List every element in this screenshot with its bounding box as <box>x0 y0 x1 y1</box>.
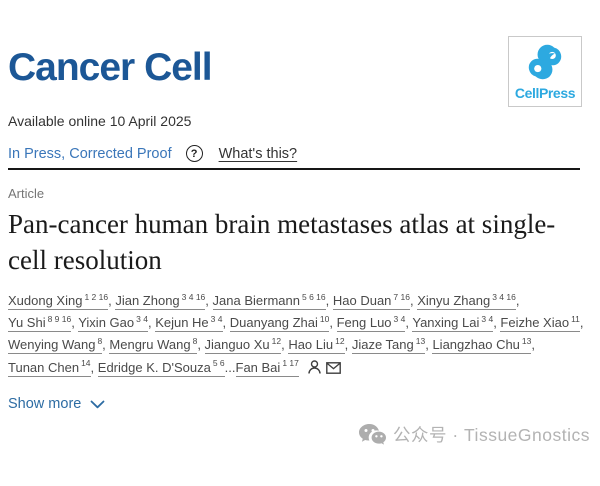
available-online-date: Available online 10 April 2025 <box>8 113 192 129</box>
author-link[interactable]: Feizhe Xiao 11 <box>500 314 580 333</box>
author-separator: , <box>409 293 418 309</box>
article-title: Pan-cancer human brain metastases atlas … <box>8 209 556 275</box>
author-link[interactable]: Fan Bai 1 17 <box>235 358 299 377</box>
author-link[interactable]: Jana Biermann 5 6 16 <box>212 291 326 311</box>
author-separator: , <box>344 337 352 353</box>
article-type-label: Article <box>8 186 45 201</box>
watermark: 公众号 · TissueGnostics <box>358 422 590 447</box>
author-separator: , <box>281 337 289 353</box>
author-separator: , <box>222 315 230 331</box>
show-more-label: Show more <box>8 395 82 412</box>
correspondence-envelope-icon[interactable] <box>325 361 341 374</box>
author-link[interactable]: Liangzhao Chu 13 <box>432 336 532 355</box>
author-separator: ... <box>224 359 236 375</box>
article-page: { "journal": { "name": "Cancer Cell", "l… <box>0 36 600 486</box>
author-link[interactable]: Tunan Chen 14 <box>8 358 91 377</box>
author-link[interactable]: Jiaze Tang 13 <box>351 336 426 355</box>
author-separator: , <box>531 337 536 353</box>
author-link[interactable]: Wenying Wang 8 <box>8 336 103 355</box>
author-link[interactable]: Yanxing Lai 3 4 <box>412 314 494 333</box>
author-separator: , <box>325 293 333 309</box>
author-icons <box>303 359 341 375</box>
author-separator: , <box>579 315 584 331</box>
author-link[interactable]: Hao Liu 12 <box>288 336 345 355</box>
cellpress-swirl-icon <box>528 44 562 80</box>
in-press-status-link[interactable]: In Press, Corrected Proof <box>8 145 172 162</box>
author-link[interactable]: Xudong Xing 1 2 16 <box>8 291 109 311</box>
author-separator: , <box>493 315 501 331</box>
show-more-button[interactable]: Show more <box>8 396 105 412</box>
author-separator: , <box>425 337 433 353</box>
author-link[interactable]: Jianguo Xu 12 <box>204 336 282 355</box>
author-separator: , <box>108 293 116 309</box>
author-link[interactable]: Yixin Gao 3 4 <box>78 314 148 333</box>
author-link[interactable]: Mengru Wang 8 <box>109 336 198 355</box>
author-separator: , <box>405 315 413 331</box>
author-separator: , <box>197 337 205 353</box>
author-link[interactable]: Xinyu Zhang 3 4 16 <box>417 291 516 311</box>
author-separator: , <box>71 315 79 331</box>
whats-this-link[interactable]: What's this? <box>218 145 298 162</box>
chevron-down-icon <box>90 400 105 409</box>
authors-names: Xudong Xing 1 2 16, Jian Zhong 3 4 16, Jan… <box>8 291 584 377</box>
author-link[interactable]: Edridge K. D'Souza 5 6 <box>97 358 225 377</box>
author-link[interactable]: Feng Luo 3 4 <box>336 314 406 333</box>
author-link[interactable]: Jian Zhong 3 4 16 <box>115 291 206 311</box>
author-separator: , <box>329 315 337 331</box>
authors: Xudong Xing 1 2 16, Jian Zhong 3 4 16, Jan… <box>8 290 586 378</box>
journal-title: Cancer Cell <box>8 46 213 89</box>
author-link[interactable]: Duanyang Zhai 10 <box>229 314 330 333</box>
status-row: In Press, Corrected Proof ? What's this? <box>8 145 586 162</box>
watermark-text: 公众号 · TissueGnostics <box>392 425 590 445</box>
cellpress-logo-label: CellPress <box>514 85 576 101</box>
author-link[interactable]: Hao Duan 7 16 <box>332 291 410 311</box>
author-link[interactable]: Kejun He 3 4 <box>155 314 223 333</box>
cellpress-logo: CellPress <box>508 36 582 107</box>
author-separator: , <box>515 293 520 309</box>
help-question-icon[interactable]: ? <box>185 145 203 162</box>
author-separator: , <box>147 315 156 331</box>
author-link[interactable]: Yu Shi 8 9 16 <box>8 314 72 333</box>
wechat-icon <box>358 424 386 445</box>
author-separator: , <box>205 293 213 309</box>
divider <box>8 168 580 170</box>
author-separator: , <box>90 359 98 375</box>
author-profile-icon[interactable] <box>308 359 321 374</box>
author-separator: , <box>102 337 110 353</box>
page-header: Cancer Cell CellPress <box>8 36 586 107</box>
